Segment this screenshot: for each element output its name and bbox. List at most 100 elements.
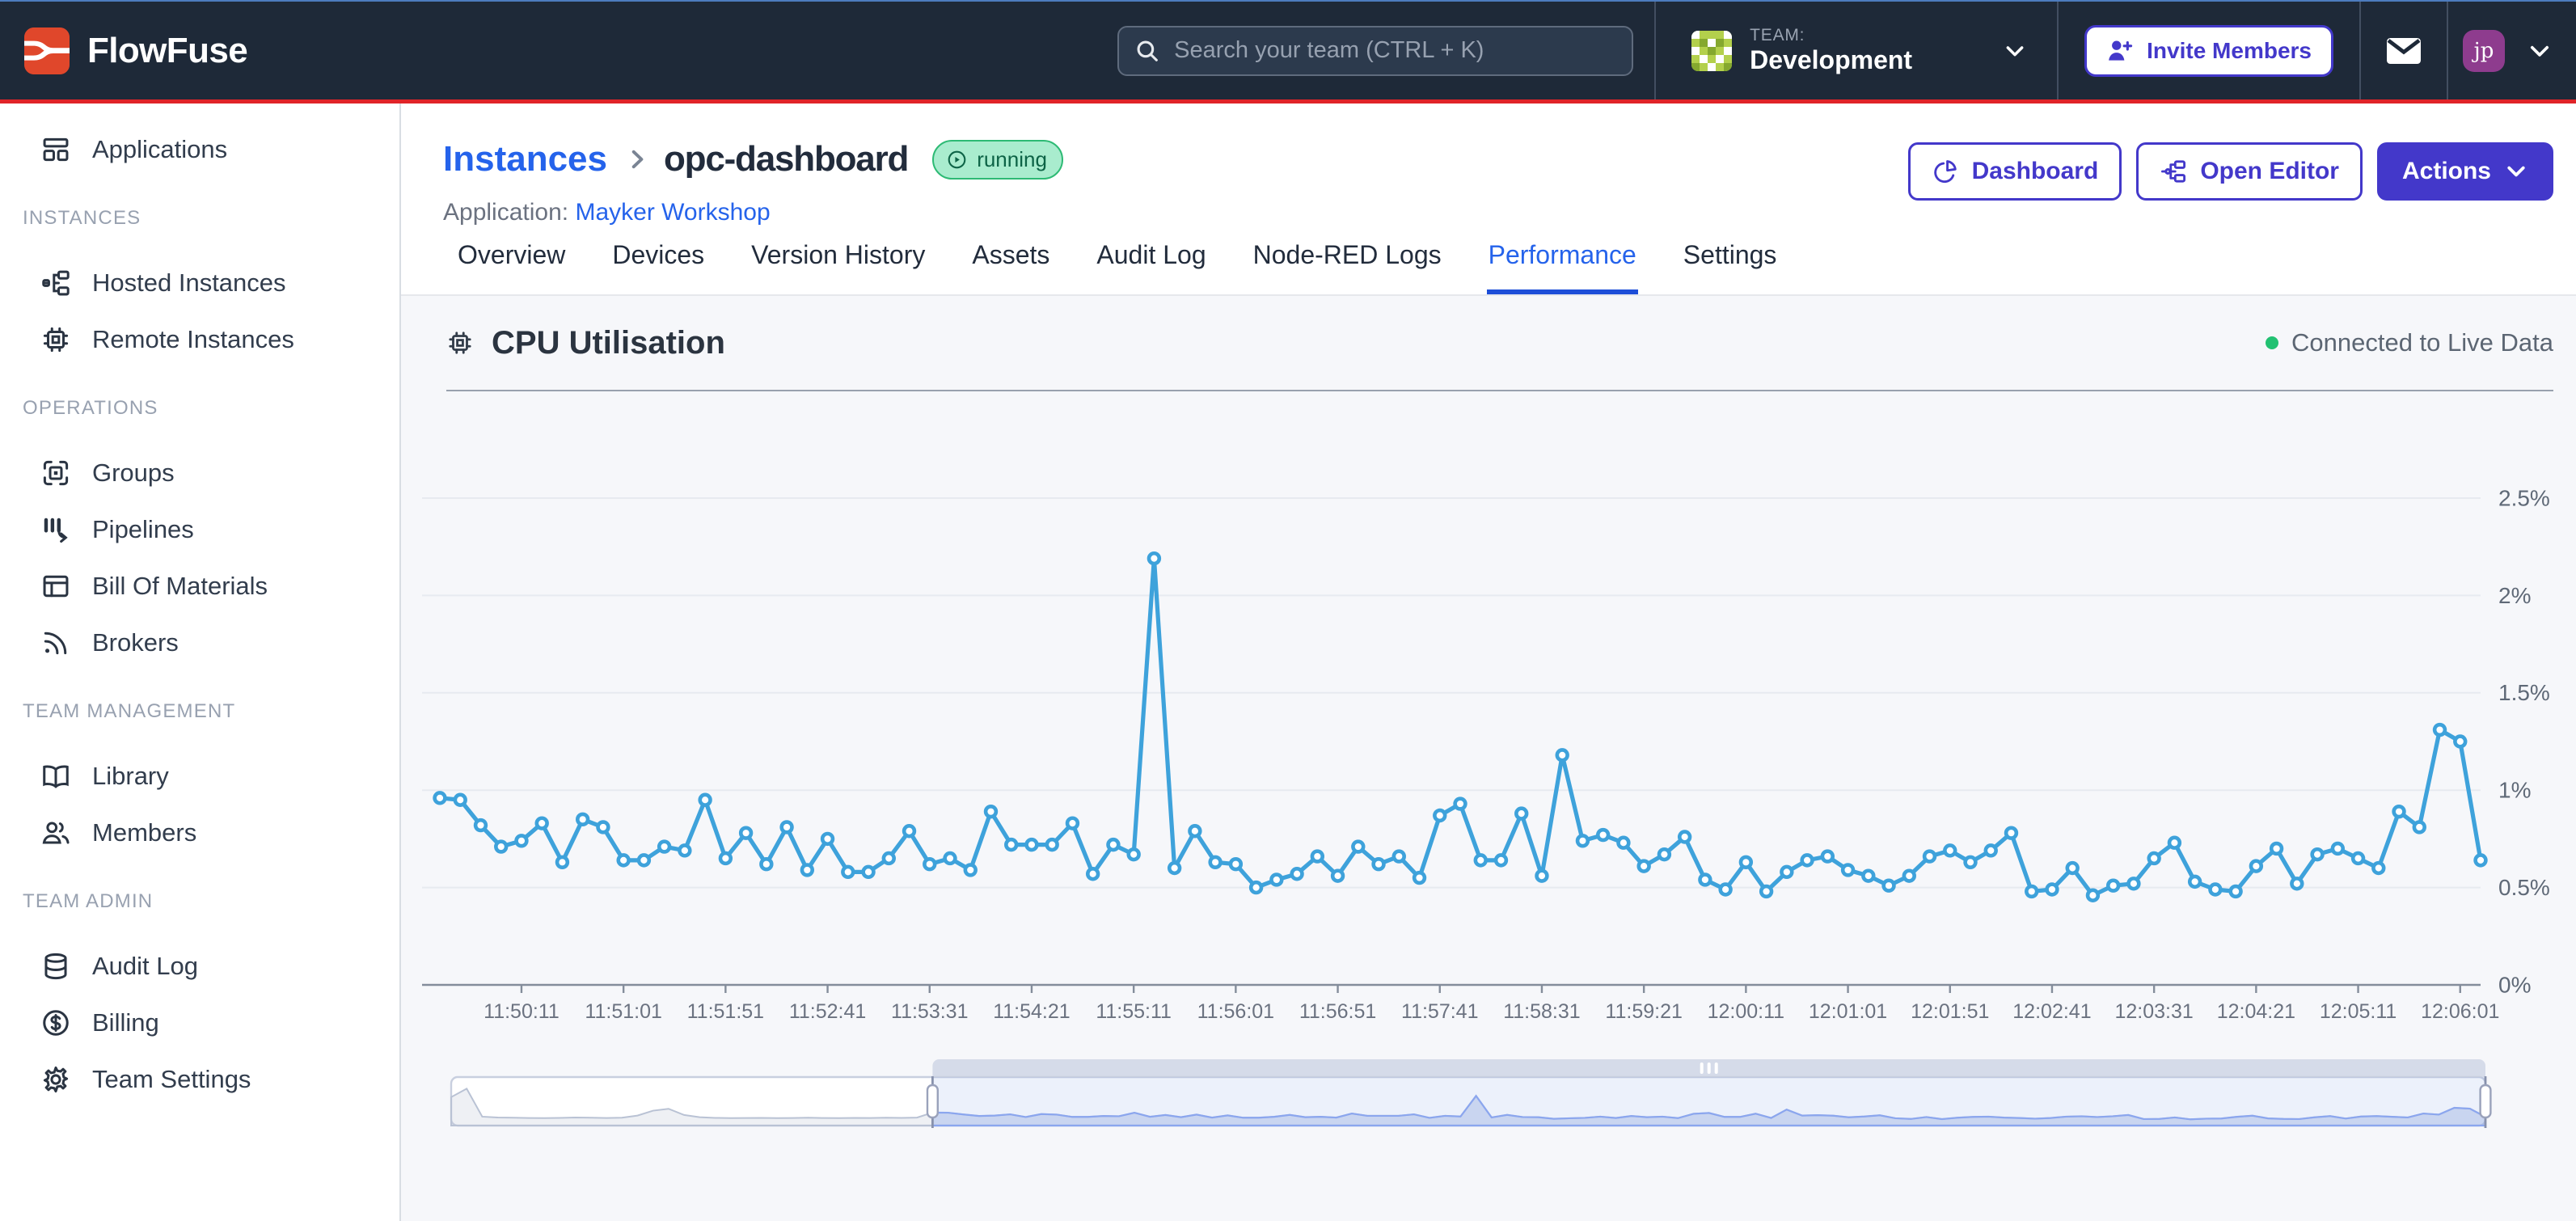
navbar-divider [1654, 2, 1657, 99]
pipelines-icon [40, 514, 71, 545]
team-search [1117, 25, 1634, 76]
sidebar-item-hosted-instances[interactable]: Hosted Instances [0, 255, 399, 311]
svg-text:11:51:51: 11:51:51 [687, 1000, 764, 1023]
user-avatar: jp [2463, 29, 2505, 72]
remote-instances-icon [40, 324, 71, 355]
svg-text:12:04:21: 12:04:21 [2217, 1000, 2295, 1023]
sidebar-item-brokers[interactable]: Brokers [0, 615, 399, 671]
hosted-instances-icon [40, 268, 71, 298]
tab-settings[interactable]: Settings [1683, 240, 1777, 269]
open-editor-button[interactable]: Open Editor [2136, 142, 2363, 201]
sidebar-item-applications[interactable]: Applications [0, 121, 399, 178]
breadcrumb: Instances opc-dashboard running [443, 139, 1063, 180]
svg-text:11:57:41: 11:57:41 [1401, 1000, 1478, 1023]
instance-tabs: Overview Devices Version History Assets Audi… [456, 240, 1778, 294]
chevron-down-icon [2526, 37, 2553, 65]
tab-audit-log[interactable]: Audit Log [1096, 240, 1206, 269]
invite-members-button[interactable]: Invite Members [2084, 24, 2333, 77]
top-navbar: FlowFuse TEAM: Development [0, 0, 2576, 104]
audit-log-icon [40, 951, 71, 982]
sidebar-section-team-management: TEAM MANAGEMENT [23, 700, 236, 722]
svg-text:12:05:11: 12:05:11 [2320, 1000, 2397, 1023]
user-menu[interactable]: jp [2448, 2, 2576, 99]
team-name: Development [1750, 45, 1913, 75]
team-settings-icon [40, 1064, 71, 1095]
sidebar-item-label: Members [92, 818, 197, 847]
sidebar-item-billing[interactable]: Billing [0, 995, 399, 1051]
sidebar-item-label: Remote Instances [92, 325, 294, 353]
dashboard-button-label: Dashboard [1971, 158, 2099, 184]
tab-performance[interactable]: Performance [1486, 240, 1638, 294]
navbar-divider [2447, 2, 2448, 99]
search-icon [1134, 37, 1161, 65]
svg-text:11:51:01: 11:51:01 [585, 1000, 661, 1023]
svg-text:1%: 1% [2498, 778, 2531, 803]
svg-text:11:50:11: 11:50:11 [484, 1000, 560, 1023]
application-label: Application: [443, 199, 569, 226]
sidebar-item-label: Brokers [92, 628, 179, 657]
svg-text:12:06:01: 12:06:01 [2421, 1000, 2499, 1023]
sidebar-section-team-admin: TEAM ADMIN [23, 890, 154, 912]
svg-text:2.5%: 2.5% [2498, 485, 2550, 510]
svg-text:12:01:01: 12:01:01 [1809, 1000, 1887, 1023]
svg-text:11:53:31: 11:53:31 [891, 1000, 968, 1023]
tab-devices[interactable]: Devices [612, 240, 705, 269]
sidebar-section-instances: INSTANCES [23, 207, 141, 229]
application-row: Application: Mayker Workshop [443, 199, 771, 226]
groups-icon [40, 458, 71, 488]
billing-icon [40, 1008, 71, 1038]
sidebar-item-audit-log[interactable]: Audit Log [0, 938, 399, 995]
logo-text: FlowFuse [87, 30, 248, 70]
application-link[interactable]: Mayker Workshop [575, 199, 771, 226]
flowfuse-logo[interactable]: FlowFuse [24, 27, 248, 74]
instance-name: opc-dashboard [663, 139, 909, 179]
notifications-button[interactable] [2361, 2, 2447, 99]
sidebar-item-library[interactable]: Library [0, 748, 399, 805]
sidebar-item-pipelines[interactable]: Pipelines [0, 501, 399, 558]
sidebar-item-label: Audit Log [92, 952, 198, 980]
svg-text:11:54:21: 11:54:21 [993, 1000, 1070, 1023]
actions-button[interactable]: Actions [2376, 142, 2553, 201]
sidebar-item-remote-instances[interactable]: Remote Instances [0, 311, 399, 368]
navbar-divider [2359, 2, 2361, 99]
svg-text:11:52:41: 11:52:41 [789, 1000, 866, 1023]
navbar-divider [2057, 2, 2059, 99]
sidebar-item-label: Library [92, 762, 169, 790]
brokers-icon [40, 627, 71, 658]
team-avatar [1691, 30, 1733, 71]
live-status-text: Connected to Live Data [2291, 328, 2553, 357]
sidebar-item-bill-of-materials[interactable]: Bill Of Materials [0, 558, 399, 615]
dashboard-button[interactable]: Dashboard [1907, 142, 2122, 201]
sidebar-item-label: Bill Of Materials [92, 572, 268, 600]
sidebar-item-label: Applications [92, 135, 228, 163]
tab-version-history[interactable]: Version History [751, 240, 926, 269]
instance-header: Instances opc-dashboard running Applicat… [401, 104, 2576, 296]
svg-text:11:55:11: 11:55:11 [1096, 1000, 1172, 1023]
tab-overview[interactable]: Overview [458, 240, 566, 269]
svg-text:11:59:21: 11:59:21 [1605, 1000, 1682, 1023]
live-dot-icon [2266, 336, 2278, 349]
svg-text:11:56:01: 11:56:01 [1197, 1000, 1274, 1023]
status-badge-label: running [977, 146, 1047, 171]
sidebar-item-team-settings[interactable]: Team Settings [0, 1051, 399, 1108]
search-input[interactable] [1117, 25, 1634, 76]
members-icon [40, 818, 71, 848]
invite-members-label: Invite Members [2147, 37, 2312, 63]
sidebar-item-label: Hosted Instances [92, 268, 286, 297]
library-icon [40, 761, 71, 792]
sidebar-item-members[interactable]: Members [0, 805, 399, 861]
team-selector[interactable]: TEAM: Development [1656, 2, 2057, 99]
node-editor-icon [2160, 158, 2187, 185]
chevron-down-icon [2504, 159, 2528, 184]
tab-node-red-logs[interactable]: Node-RED Logs [1252, 240, 1442, 269]
sidebar-section-operations: OPERATIONS [23, 397, 158, 419]
sidebar-item-groups[interactable]: Groups [0, 445, 399, 501]
play-circle-icon [947, 150, 967, 170]
cpu-chip-icon [446, 329, 474, 357]
tab-assets[interactable]: Assets [972, 240, 1050, 269]
flowfuse-logo-icon [24, 27, 70, 74]
chart-title: CPU Utilisation [446, 325, 725, 361]
sidebar-item-label: Groups [92, 458, 175, 487]
breadcrumb-instances-link[interactable]: Instances [443, 139, 607, 179]
status-badge: running [932, 139, 1063, 180]
